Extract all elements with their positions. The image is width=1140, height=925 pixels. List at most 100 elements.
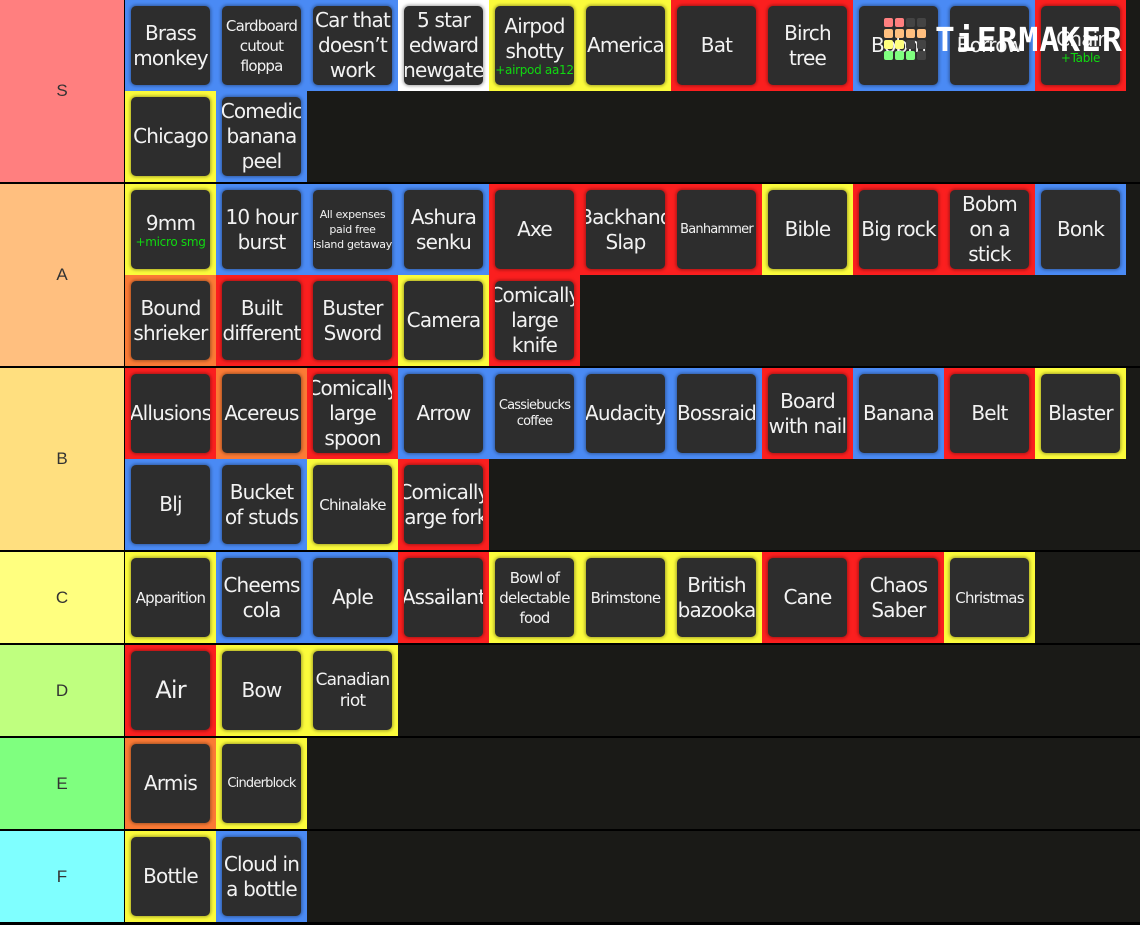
tier-item-card: Borrow	[950, 6, 1029, 85]
tier-item-card: Camera	[404, 281, 483, 360]
tier-item[interactable]: Airpod shotty +airpod aa12	[489, 0, 580, 91]
tier-item[interactable]: Bonk	[1035, 184, 1126, 275]
tier-item[interactable]: Blaster	[1035, 368, 1126, 459]
tier-item-card: Birch tree	[768, 6, 847, 85]
tier-item[interactable]: Acereus	[216, 368, 307, 459]
tier-item[interactable]: British bazooka	[671, 552, 762, 643]
tier-item[interactable]: Ashura senku	[398, 184, 489, 275]
tier-item[interactable]: Backhand Slap	[580, 184, 671, 275]
tier-item[interactable]: Chicago	[125, 91, 216, 182]
tier-label[interactable]: F	[0, 831, 125, 922]
tier-item-label: Acereus	[224, 401, 299, 425]
tier-item-label: All expenses paid free island getaway	[313, 208, 392, 251]
tier-item-card: Belt	[950, 374, 1029, 453]
tier-item[interactable]: Bat	[671, 0, 762, 91]
tier-item[interactable]: Cheems cola	[216, 552, 307, 643]
logo-grid-cell	[884, 18, 893, 27]
tier-item[interactable]: Cassiebucks coffee	[489, 368, 580, 459]
tier-item[interactable]: Axe	[489, 184, 580, 275]
tier-item[interactable]: Comically large fork	[398, 459, 489, 550]
tier-item-label: Chicago	[133, 124, 209, 148]
tier-item[interactable]: Aple	[307, 552, 398, 643]
tier-item[interactable]: Apparition	[125, 552, 216, 643]
tier-item[interactable]: Cane	[762, 552, 853, 643]
tier-item[interactable]: Blj	[125, 459, 216, 550]
tier-item[interactable]: Brass monkey	[125, 0, 216, 91]
tier-item[interactable]: Belt	[944, 368, 1035, 459]
tier-item[interactable]: Camera	[398, 275, 489, 366]
tier-label[interactable]: A	[0, 184, 125, 366]
tier-item-card: Bowl of delectable food	[495, 558, 574, 637]
tiermaker-grid-icon	[884, 18, 926, 60]
tier-label[interactable]: E	[0, 738, 125, 829]
tier-item[interactable]: 10 hour burst	[216, 184, 307, 275]
tier-item[interactable]: Canadian riot	[307, 645, 398, 736]
tier-item-card: Bottle	[131, 837, 210, 916]
tier-item[interactable]: Chair +Table	[1035, 0, 1126, 91]
tier-item[interactable]: Bound shrieker	[125, 275, 216, 366]
tier-item-label: Armis	[143, 771, 198, 795]
tier-item[interactable]: Bobm on a stick	[944, 184, 1035, 275]
tier-item[interactable]: Cinderblock	[216, 738, 307, 829]
tier-item[interactable]: Audacity	[580, 368, 671, 459]
tier-label[interactable]: B	[0, 368, 125, 550]
tier-item[interactable]: 9mm +micro smg	[125, 184, 216, 275]
tier-item[interactable]: Bucket of studs	[216, 459, 307, 550]
tier-item-card: Cane	[768, 558, 847, 637]
tier-item[interactable]: Christmas	[944, 552, 1035, 643]
tier-item-card: Comically large knife	[495, 281, 574, 360]
tier-item-card: Ashura senku	[404, 190, 483, 269]
tier-label[interactable]: D	[0, 645, 125, 736]
tier-item[interactable]: Arrow	[398, 368, 489, 459]
tier-item[interactable]: Allusions	[125, 368, 216, 459]
tier-item[interactable]: America	[580, 0, 671, 91]
tier-item[interactable]: Chaos Saber	[853, 552, 944, 643]
tier-item[interactable]: Banana	[853, 368, 944, 459]
tier-item[interactable]: Big rock	[853, 184, 944, 275]
tier-item[interactable]: Board with nail	[762, 368, 853, 459]
tier-item-label: Christmas	[955, 588, 1024, 607]
tier-item-label: Banana	[862, 401, 935, 425]
tier-item[interactable]: All expenses paid free island getaway	[307, 184, 398, 275]
tier-item[interactable]: Borrow	[944, 0, 1035, 91]
tier-item[interactable]: Comically large knife	[489, 275, 580, 366]
tier-item[interactable]: Built different	[216, 275, 307, 366]
tier-item-card: Canadian riot	[313, 651, 392, 730]
tier-item[interactable]: Cloud in a bottle	[216, 831, 307, 922]
tier-item-card: Bible	[768, 190, 847, 269]
tier-item[interactable]: Bible	[762, 184, 853, 275]
tier-item[interactable]: 5 star edward newgate	[398, 0, 489, 91]
tier-item-label: Comically large spoon	[313, 376, 392, 450]
tier-item[interactable]: Car that doesn’t work	[307, 0, 398, 91]
tier-item[interactable]: Banhammer	[671, 184, 762, 275]
tier-row-a: A 9mm +micro smg 10 hour burst All expenses …	[0, 184, 1140, 368]
tier-item[interactable]: Armis	[125, 738, 216, 829]
tier-item[interactable]: Cardboard cutout floppa	[216, 0, 307, 91]
tier-item[interactable]: Bottle	[125, 831, 216, 922]
tier-item[interactable]: Brimstone	[580, 552, 671, 643]
tier-item[interactable]: Bossraid	[671, 368, 762, 459]
tier-item[interactable]: Birch tree	[762, 0, 853, 91]
tier-item[interactable]: Chinalake	[307, 459, 398, 550]
tier-item-label: Cinderblock	[227, 775, 296, 791]
tier-item[interactable]: Bowl of delectable food	[489, 552, 580, 643]
tier-label[interactable]: C	[0, 552, 125, 643]
tier-item-card: Banhammer	[677, 190, 756, 269]
tier-row-f: F Bottle Cloud in a bottle	[0, 831, 1140, 924]
tier-item-card: Comically large fork	[404, 465, 483, 544]
logo-grid-cell	[895, 29, 904, 38]
tier-item-card: Bat	[677, 6, 756, 85]
tier-item[interactable]: Buster Sword	[307, 275, 398, 366]
tier-item[interactable]: Bow	[216, 645, 307, 736]
tier-item-card: Comedic banana peel	[222, 97, 301, 176]
tier-item-label: Big rock	[861, 217, 936, 241]
tier-items-container: Bottle Cloud in a bottle	[125, 831, 1140, 922]
tier-item[interactable]: Comedic banana peel	[216, 91, 307, 182]
tier-item-label: 9mm	[145, 210, 196, 235]
tier-item[interactable]: Air	[125, 645, 216, 736]
tier-item[interactable]: Assailant	[398, 552, 489, 643]
tier-item-label: 5 star edward newgate	[404, 8, 483, 82]
tier-item[interactable]: Comically large spoon	[307, 368, 398, 459]
tier-item-label: Canadian riot	[315, 669, 391, 711]
tier-label[interactable]: S	[0, 0, 125, 182]
